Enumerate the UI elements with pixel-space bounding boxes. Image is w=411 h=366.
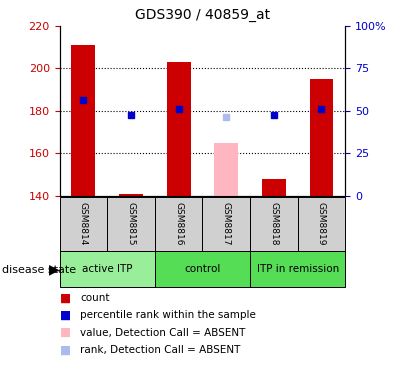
Text: GSM8816: GSM8816 [174,202,183,245]
Bar [107,197,155,251]
Bar [250,197,298,251]
Text: GSM8818: GSM8818 [269,202,278,245]
Bar [119,194,143,196]
Text: ■: ■ [60,309,71,322]
Bar [250,251,345,287]
Bar [155,197,202,251]
Text: ▶: ▶ [48,263,59,277]
Title: GDS390 / 40859_at: GDS390 / 40859_at [135,8,270,22]
Text: GSM8819: GSM8819 [317,202,326,245]
Bar [309,79,333,196]
Bar [298,197,345,251]
Bar [202,197,250,251]
Bar [72,45,95,196]
Text: GSM8814: GSM8814 [79,202,88,245]
Bar [262,179,286,196]
Text: ■: ■ [60,326,71,339]
Text: rank, Detection Call = ABSENT: rank, Detection Call = ABSENT [80,345,240,355]
Text: ITP in remission: ITP in remission [256,264,339,274]
Bar [167,62,191,196]
Bar [60,197,107,251]
Text: ■: ■ [60,343,71,356]
Bar [60,251,155,287]
Text: count: count [80,293,110,303]
Text: active ITP: active ITP [82,264,132,274]
Text: value, Detection Call = ABSENT: value, Detection Call = ABSENT [80,328,245,338]
Text: disease state: disease state [2,265,76,275]
Text: GSM8815: GSM8815 [127,202,136,245]
Text: ■: ■ [60,292,71,305]
Bar [214,143,238,196]
Bar [155,251,250,287]
Text: GSM8817: GSM8817 [222,202,231,245]
Text: percentile rank within the sample: percentile rank within the sample [80,310,256,321]
Text: control: control [184,264,221,274]
